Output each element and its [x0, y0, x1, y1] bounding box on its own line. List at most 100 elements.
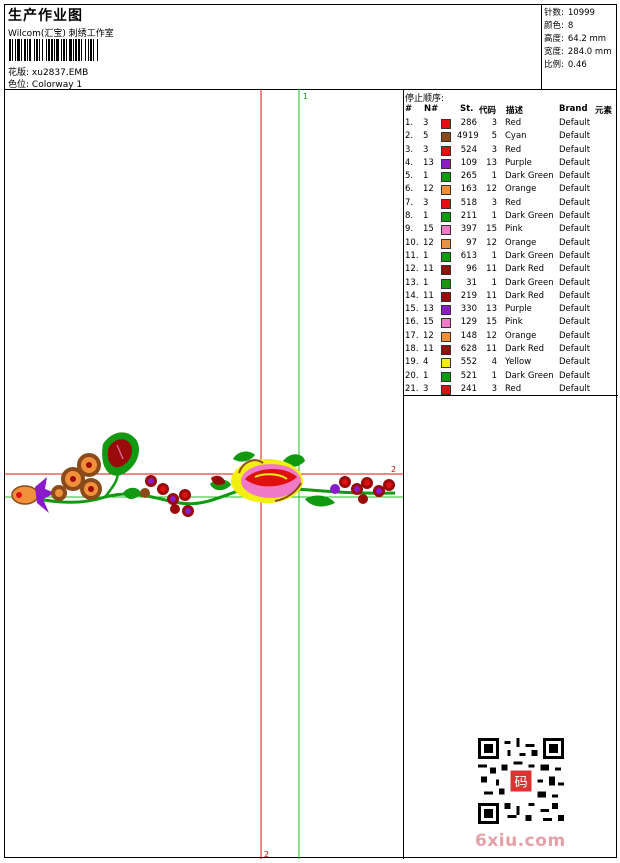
- row-n: 13: [423, 157, 434, 168]
- row-brand: Default: [559, 224, 591, 235]
- row-desc: Dark Green: [505, 250, 554, 261]
- table-body: 1. 3 286 3 Red Default 2. 5 4919 5 Cyan Default 3. 3 5…: [405, 117, 617, 396]
- col-brand: Brand: [559, 104, 588, 114]
- row-num: 7.: [405, 197, 414, 208]
- row-n: 15: [423, 317, 434, 328]
- row-brand: Default: [559, 211, 591, 222]
- table-row: 18. 11 628 11 Dark Red Default: [405, 343, 617, 356]
- row-code: 11: [486, 344, 497, 355]
- row-stitches: 552: [460, 357, 477, 368]
- row-num: 5.: [405, 171, 414, 182]
- row-num: 11.: [405, 250, 419, 261]
- thread-color-swatch: [441, 265, 451, 276]
- thread-color-swatch: [441, 251, 451, 262]
- row-n: 11: [423, 290, 434, 301]
- stop-sequence-table: 停止顺序: # N# St. 代码 描述 Brand 元素 1. 3 286 3 Red…: [405, 91, 617, 396]
- design-width: 宽度: 284.0 mm: [544, 47, 612, 57]
- row-stitches: 148: [460, 330, 477, 341]
- design-file: 花版: xu2837.EMB: [8, 65, 88, 78]
- row-n: 13: [423, 304, 434, 315]
- color-count: 颜色: 8: [544, 21, 574, 31]
- row-n: 1: [423, 171, 429, 182]
- row-desc: Red: [505, 383, 522, 394]
- row-brand: Default: [559, 184, 591, 195]
- design-file-value: xu2837.EMB: [31, 68, 89, 78]
- row-desc: Dark Red: [505, 344, 545, 355]
- row-brand: Default: [559, 131, 591, 142]
- design-height: 高度: 64.2 mm: [544, 34, 607, 44]
- thread-color-swatch: [441, 198, 451, 209]
- row-n: 1: [423, 250, 429, 261]
- thread-color-swatch: [441, 172, 451, 183]
- red-guide-label-right: 2: [391, 465, 396, 474]
- table-row: 7. 3 518 3 Red Default: [405, 197, 617, 210]
- row-desc: Yellow: [505, 357, 532, 368]
- row-stitches: 397: [460, 224, 477, 235]
- row-brand: Default: [559, 157, 591, 168]
- table-row: 21. 3 241 3 Red Default: [405, 383, 617, 396]
- row-desc: Purple: [505, 157, 532, 168]
- row-brand: Default: [559, 330, 591, 341]
- row-num: 15.: [405, 304, 419, 315]
- row-n: 11: [423, 264, 434, 275]
- col-n: N#: [424, 104, 439, 114]
- table-row: 3. 3 524 3 Red Default: [405, 144, 617, 157]
- watermark: 6xiu.com: [475, 831, 566, 851]
- thread-color-swatch: [441, 132, 451, 143]
- row-desc: Dark Green: [505, 211, 554, 222]
- row-n: 3: [423, 383, 429, 394]
- qr-code: 码: [478, 738, 564, 824]
- row-desc: Orange: [505, 330, 537, 341]
- colorway-value: Colorway 1: [31, 80, 83, 90]
- row-stitches: 524: [460, 144, 477, 155]
- row-num: 14.: [405, 290, 419, 301]
- orange-flower-cluster: [51, 453, 102, 501]
- berry-cluster-middle: [140, 475, 194, 517]
- thread-color-swatch: [441, 305, 451, 316]
- thread-color-swatch: [441, 371, 451, 382]
- col-num: #: [405, 104, 413, 114]
- row-n: 1: [423, 277, 429, 288]
- table-row: 16. 15 129 15 Pink Default: [405, 316, 617, 329]
- stitch-count: 针数: 10999: [544, 8, 595, 18]
- table-row: 8. 1 211 1 Dark Green Default: [405, 210, 617, 223]
- thread-color-swatch: [441, 331, 451, 342]
- worksheet-page: 生产作业图 Wilcom(汇宝) 刺绣工作室 花版: xu2837.EMB 色位…: [4, 4, 618, 859]
- row-num: 8.: [405, 211, 414, 222]
- table-row: 11. 1 613 1 Dark Green Default: [405, 250, 617, 263]
- row-code: 1: [491, 250, 497, 261]
- stop-sequence-title: 停止顺序:: [405, 94, 445, 104]
- row-desc: Orange: [505, 184, 537, 195]
- row-desc: Purple: [505, 304, 532, 315]
- row-n: 3: [423, 197, 429, 208]
- row-code: 11: [486, 290, 497, 301]
- row-n: 1: [423, 211, 429, 222]
- row-stitches: 241: [460, 383, 477, 394]
- row-code: 1: [491, 211, 497, 222]
- row-desc: Orange: [505, 237, 537, 248]
- table-row: 15. 13 330 13 Purple Default: [405, 303, 617, 316]
- row-num: 16.: [405, 317, 419, 328]
- row-num: 3.: [405, 144, 414, 155]
- row-stitches: 518: [460, 197, 477, 208]
- thread-color-swatch: [441, 145, 451, 156]
- col-desc: 描述: [506, 106, 524, 116]
- thread-color-swatch: [441, 185, 451, 196]
- colorway: 色位: Colorway 1: [8, 77, 82, 90]
- row-num: 20.: [405, 370, 419, 381]
- table-row: 1. 3 286 3 Red Default: [405, 117, 617, 130]
- row-stitches: 129: [460, 317, 477, 328]
- table-row: 5. 1 265 1 Dark Green Default: [405, 170, 617, 183]
- row-desc: Red: [505, 197, 522, 208]
- thread-color-swatch: [441, 158, 451, 169]
- rose-center: [231, 459, 303, 503]
- row-num: 9.: [405, 224, 414, 235]
- colorway-label: 色位:: [8, 80, 30, 90]
- row-code: 3: [491, 197, 497, 208]
- row-stitches: 265: [460, 171, 477, 182]
- row-stitches: 211: [460, 211, 477, 222]
- row-num: 12.: [405, 264, 419, 275]
- row-num: 1.: [405, 118, 414, 128]
- table-row: 10. 12 97 12 Orange Default: [405, 237, 617, 250]
- row-stitches: 4919: [457, 131, 479, 142]
